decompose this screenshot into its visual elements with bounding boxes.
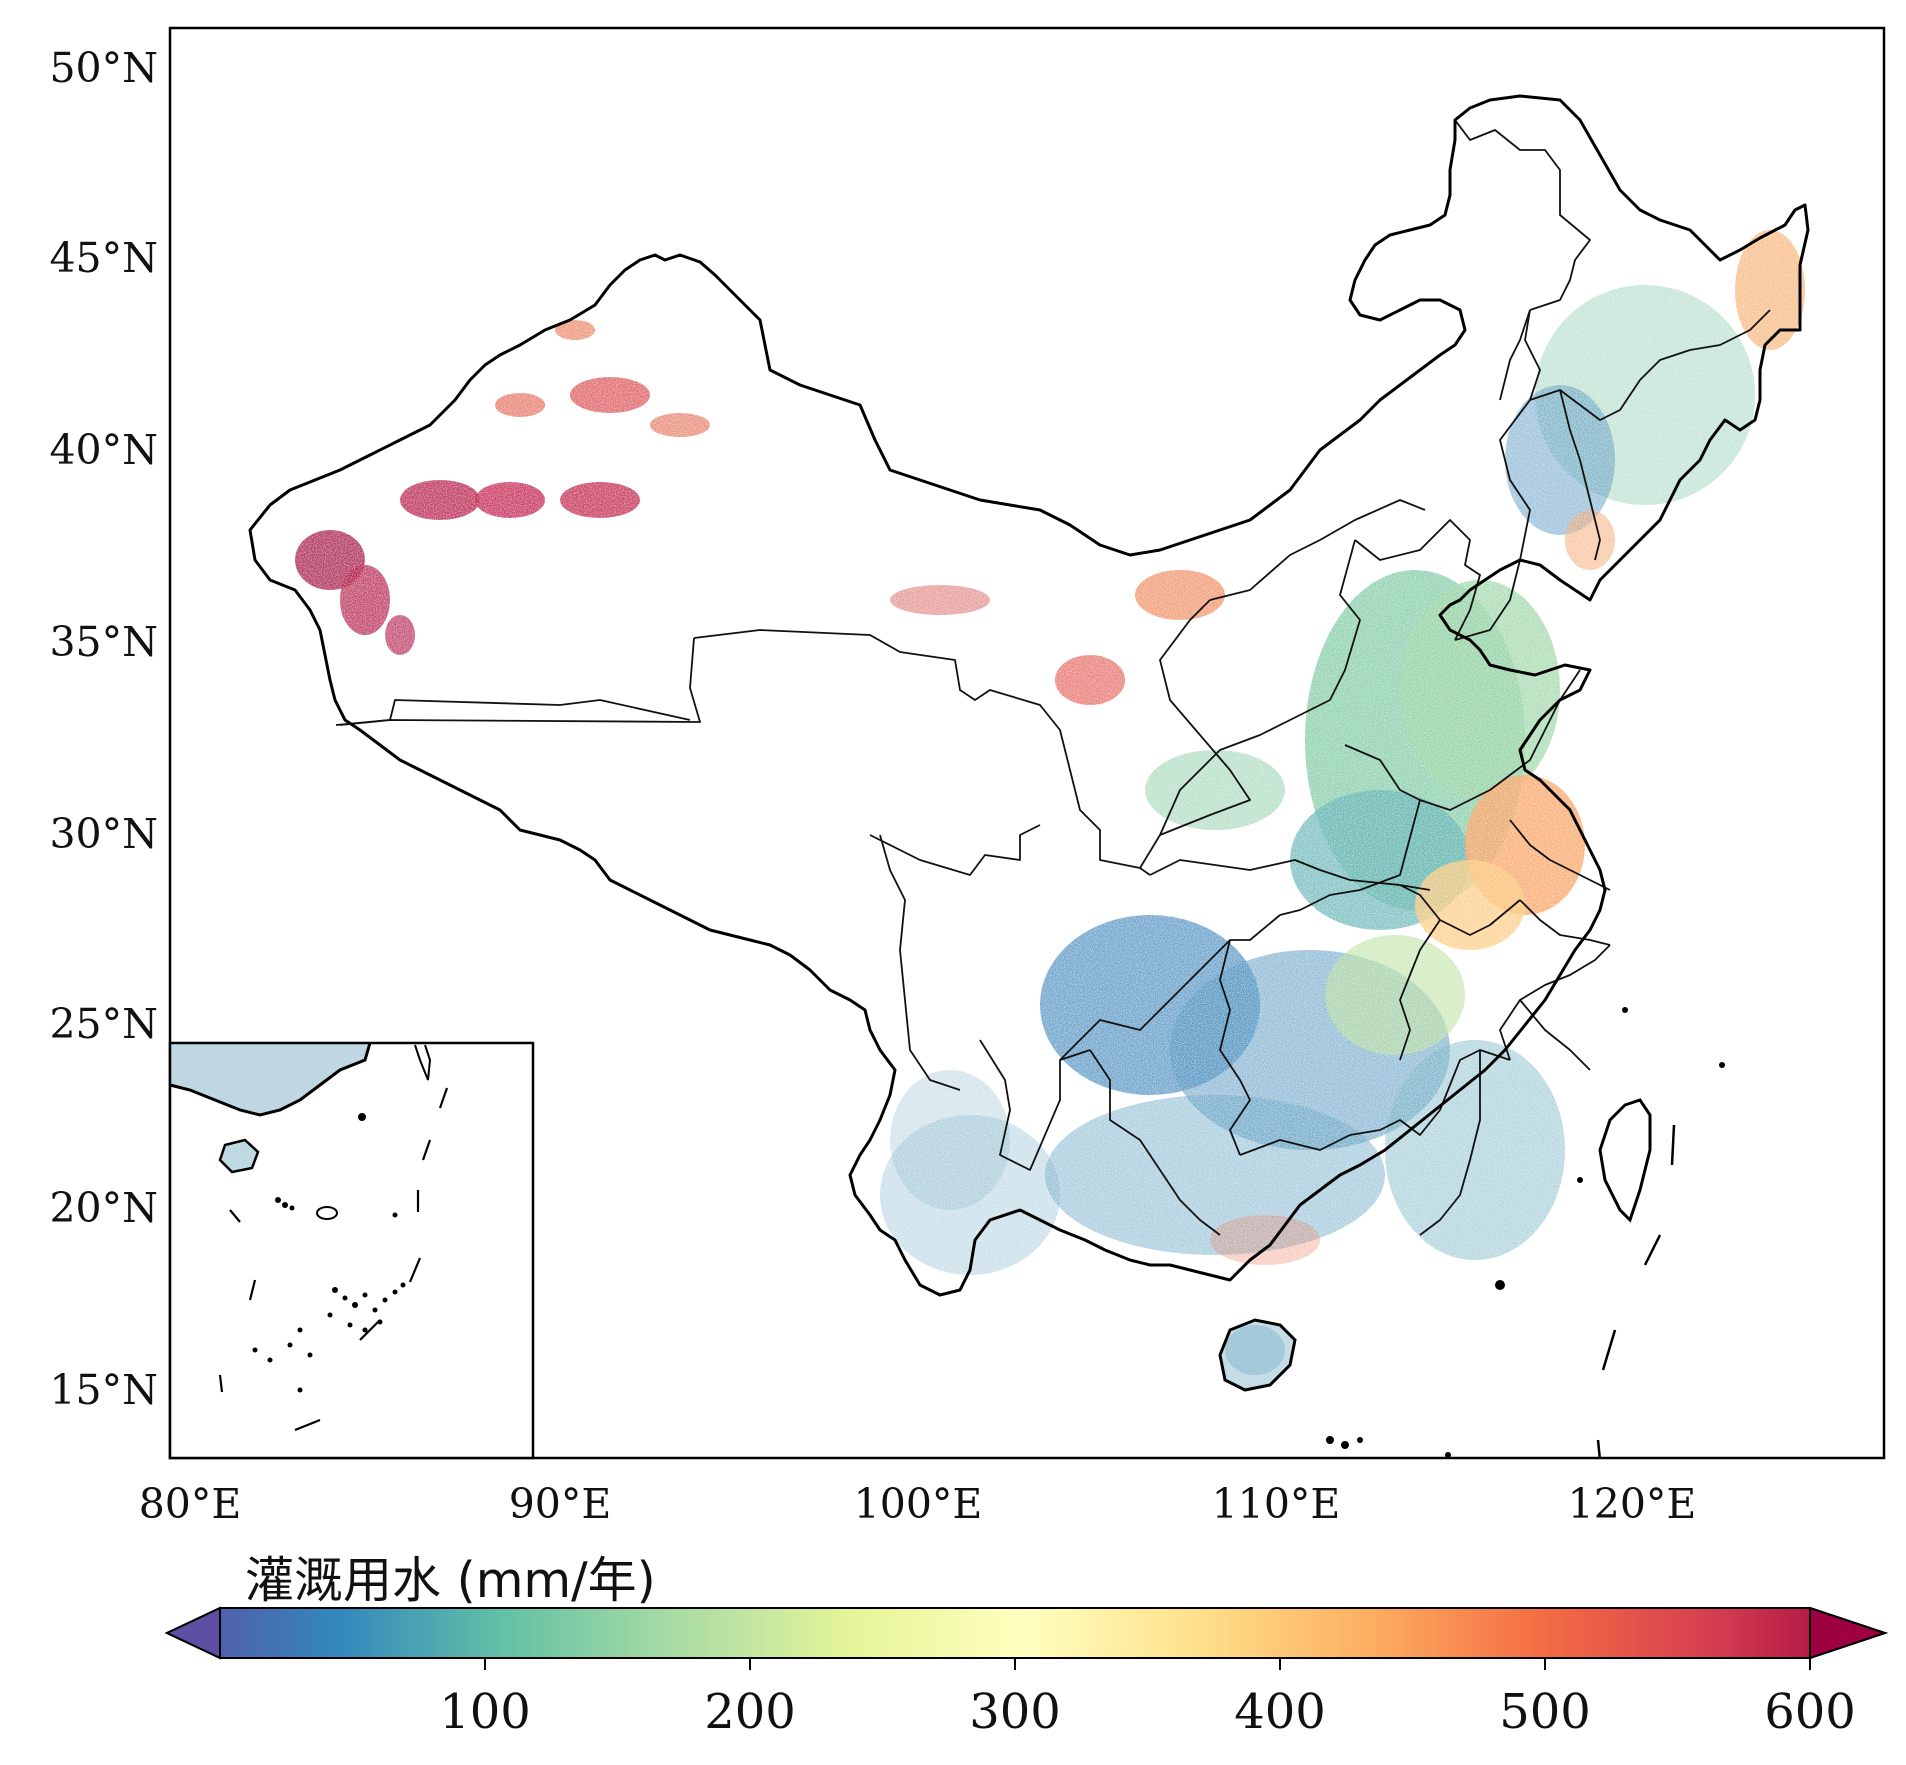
colorbar-tick-label: 500 xyxy=(1499,1684,1591,1740)
lat-label: 30°N xyxy=(49,810,158,858)
lon-label: 80°E xyxy=(139,1480,242,1528)
colorbar-tick-label: 400 xyxy=(1234,1684,1326,1740)
colorbar-title: 灌溉用水 (mm/年) xyxy=(245,1552,656,1609)
colorbar-bar xyxy=(164,1607,1889,1659)
lat-label: 15°N xyxy=(49,1366,158,1414)
colorbar-extend-max xyxy=(1809,1606,1889,1660)
latitude-labels: 50°N 45°N 40°N 35°N 30°N 25°N 20°N 15°N xyxy=(49,44,158,1414)
lon-label: 100°E xyxy=(854,1480,983,1528)
map-frame xyxy=(168,26,1886,1460)
coastal-islands xyxy=(1326,1007,1725,1458)
dashed-boundary-main xyxy=(1596,1124,1676,1458)
lat-label: 45°N xyxy=(49,234,158,282)
colorbar-tick-label: 200 xyxy=(704,1684,796,1740)
colorbar: 灌溉用水 (mm/年) 100 200 300 400 500 600 xyxy=(164,1552,1889,1740)
lon-label: 90°E xyxy=(509,1480,612,1528)
south-china-sea-inset xyxy=(168,1041,535,1460)
lat-label: 40°N xyxy=(49,426,158,474)
lat-label: 25°N xyxy=(49,1000,158,1048)
colorbar-extend-min xyxy=(164,1606,221,1660)
colorbar-tick-label: 100 xyxy=(439,1684,531,1740)
colorbar-tick-label: 300 xyxy=(969,1684,1061,1740)
province-boundaries xyxy=(335,119,1771,1236)
lon-label: 120°E xyxy=(1568,1480,1697,1528)
lat-label: 50°N xyxy=(49,44,158,92)
colorbar-tick-label: 600 xyxy=(1764,1684,1856,1740)
lat-label: 20°N xyxy=(49,1184,158,1232)
longitude-labels: 80°E 90°E 100°E 110°E 120°E xyxy=(139,1480,1697,1528)
hainan-island xyxy=(1218,1318,1297,1392)
lat-label: 35°N xyxy=(49,618,158,666)
colorbar-ticks: 100 200 300 400 500 600 xyxy=(439,1658,1856,1740)
lon-label: 110°E xyxy=(1212,1480,1341,1528)
taiwan-island xyxy=(1598,1098,1652,1223)
country-boundary xyxy=(248,94,1810,1297)
